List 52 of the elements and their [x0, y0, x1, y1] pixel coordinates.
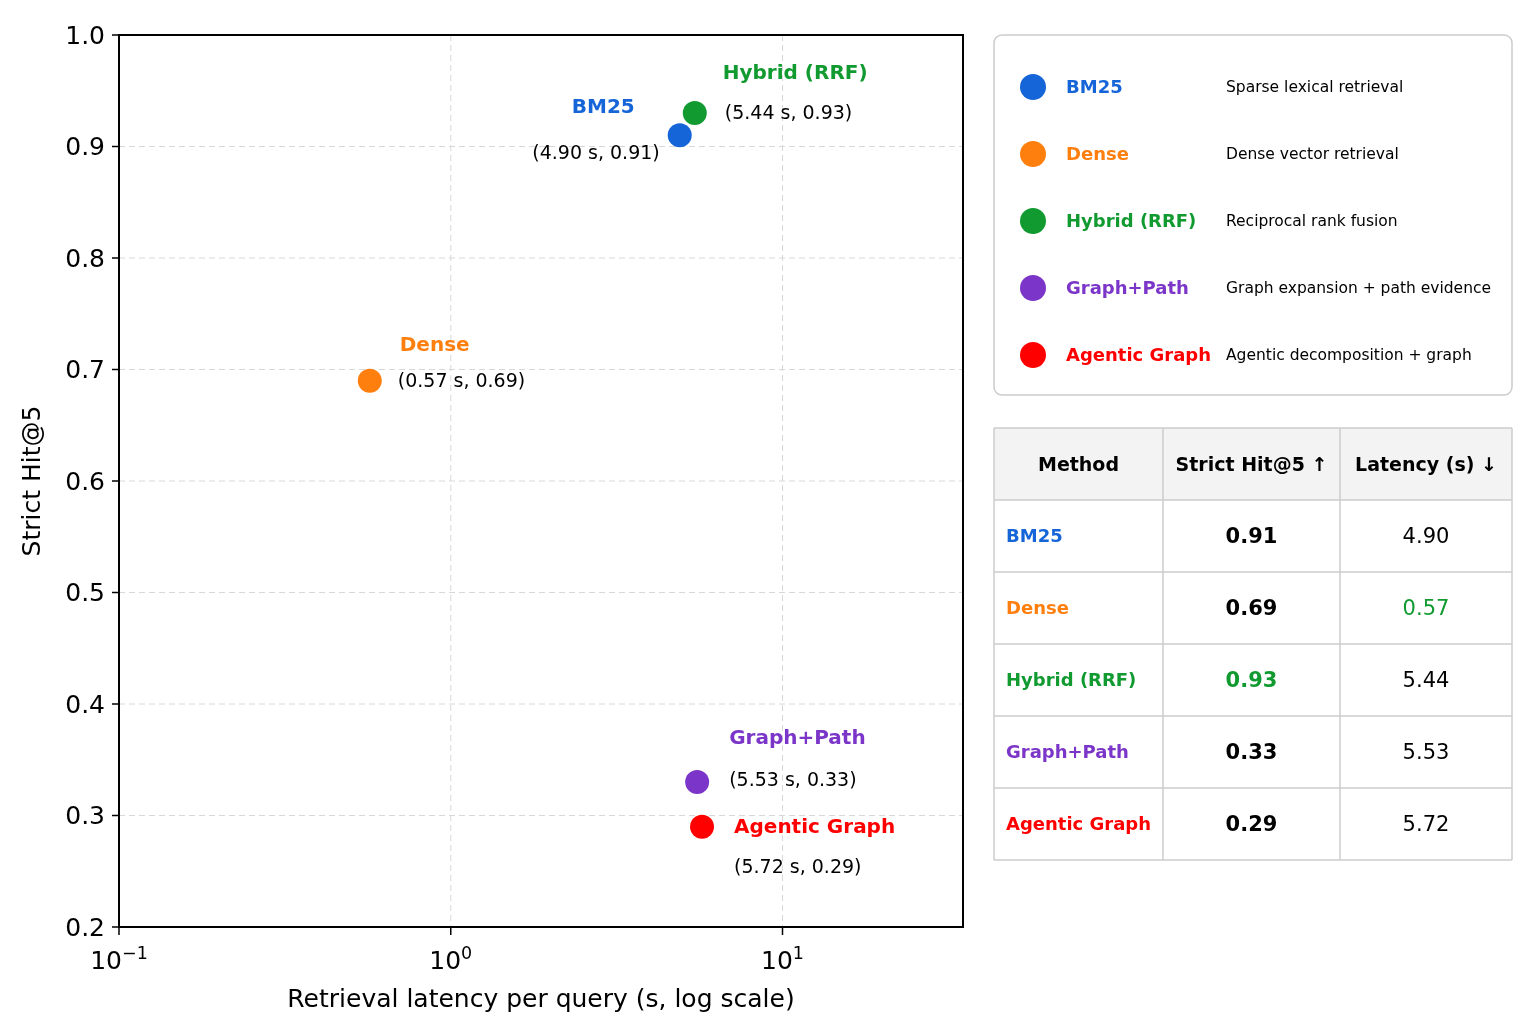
data-label: (4.90 s, 0.91): [532, 141, 660, 164]
x-tick-label: 10$^{−1}$: [90, 943, 148, 975]
text: 0.57: [1402, 596, 1450, 621]
data-label: (5.53 s, 0.33): [729, 768, 857, 791]
text: 0.93: [1225, 668, 1278, 693]
text: BM25: [1006, 525, 1063, 547]
x-tick-label: 10$^{0}$: [429, 943, 473, 975]
y-tick-label: 0.5: [65, 578, 105, 608]
text: Graph expansion + path evidence: [1226, 279, 1492, 298]
y-tick-label: 0.8: [65, 243, 105, 273]
data-label: (5.44 s, 0.93): [724, 101, 853, 124]
text: 4.90: [1402, 524, 1450, 549]
text: Dense: [399, 331, 470, 356]
legend-label: BM25: [1066, 76, 1123, 98]
text: Graph+Path: [729, 725, 866, 750]
legend-label: Graph+Path: [1066, 277, 1189, 299]
x-tick-label: 10$^{1}$: [761, 943, 804, 975]
y-tick-label: 0.7: [65, 355, 105, 385]
text: Dense vector retrieval: [1226, 145, 1399, 164]
text: BM25: [571, 94, 635, 119]
text: Latency (s) ↓: [1355, 452, 1497, 475]
text: Agentic Graph: [1006, 813, 1152, 835]
text: 5.53: [1402, 740, 1450, 765]
text: 0.91: [1225, 524, 1278, 549]
y-tick-label: 0.2: [65, 912, 105, 942]
x-axis-title: Retrieval latency per query (s, log scale): [287, 984, 795, 1013]
y-axis-title: Strict Hit@5: [17, 405, 46, 557]
legend-label: Hybrid (RRF): [1066, 210, 1197, 232]
data-label: (5.72 s, 0.29): [734, 854, 862, 877]
y-tick-label: 0.9: [65, 132, 105, 162]
text: Agentic Graph: [734, 813, 896, 838]
text: Method: [1037, 452, 1120, 475]
y-tick-label: 0.6: [65, 466, 105, 496]
text: Agentic decomposition + graph: [1226, 346, 1472, 365]
text: 0.33: [1225, 740, 1278, 765]
text: Strict Hit@5 ↑: [1175, 452, 1328, 475]
text: Reciprocal rank fusion: [1226, 212, 1398, 231]
text: Graph+Path: [1006, 741, 1129, 763]
text: 0.29: [1225, 812, 1278, 837]
text: Dense: [1006, 597, 1069, 619]
legend-label: Dense: [1066, 143, 1129, 165]
text: 5.72: [1402, 812, 1450, 837]
y-tick-label: 0.3: [65, 801, 105, 831]
text: Sparse lexical retrieval: [1226, 78, 1404, 97]
legend-label: Agentic Graph: [1066, 344, 1212, 366]
text: Hybrid (RRF): [1006, 669, 1137, 691]
data-label: (0.57 s, 0.69): [397, 368, 526, 391]
text: 0.69: [1225, 596, 1278, 621]
text: 5.44: [1402, 668, 1450, 693]
y-tick-label: 1.0: [65, 20, 105, 50]
y-tick-label: 0.4: [65, 689, 105, 719]
text: Hybrid (RRF): [722, 60, 868, 85]
